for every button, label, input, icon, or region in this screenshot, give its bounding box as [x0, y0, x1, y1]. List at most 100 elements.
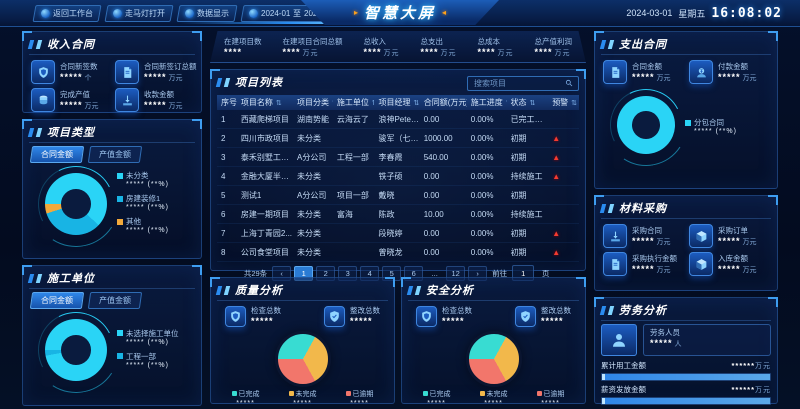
stat-card-unit: 万元 [168, 102, 183, 110]
header-button-2[interactable]: 数据显示 [176, 4, 238, 22]
pie-legend-item: 已逾期 ***** [536, 389, 565, 407]
tab-合同金额[interactable]: 合同金额 [29, 292, 85, 309]
pie-legend-item: 已完成 ***** [231, 389, 260, 407]
pagination-page-6[interactable]: 6 [404, 265, 424, 281]
column-header-1[interactable]: 项目名称 ⇅ [240, 98, 282, 107]
header-button-0[interactable]: 返回工作台 [32, 4, 102, 22]
panel-title-text: 支出合同 [619, 39, 667, 51]
tab-产值金额[interactable]: 产值金额 [87, 146, 143, 163]
panel-title: 项目列表 [215, 74, 283, 92]
top-stat-unit: 万元 [383, 49, 400, 57]
stat-card-value: ***** 万元 [144, 99, 183, 110]
pie-legend-label: 已逾期 [352, 390, 374, 398]
column-header-7[interactable]: 状态 ⇅ [510, 98, 536, 107]
warning-cell: ▲ [548, 248, 579, 257]
tab-产值金额[interactable]: 产值金额 [87, 292, 143, 309]
column-header-2[interactable]: 项目分类 ⇅ [293, 97, 333, 108]
table-row[interactable]: 6 房建一期项目 未分类 富海 陈政 10.00 0.00% 持续施工 [217, 205, 579, 224]
table-row[interactable]: 5 测试1 A分公司 项目一部 戴晓 0.00 0.00% 初期 [217, 186, 579, 205]
column-header-3[interactable]: 施工单位 ⇅ [333, 97, 375, 108]
table-body: 1西藏爬梯项目湖南势能云海云了浪神Peter🔥0.000.00%已完工（质保..… [217, 110, 579, 262]
stat-card-label: 采购订单 [718, 225, 748, 235]
shield-check-icon [515, 305, 536, 327]
table-row[interactable]: 8 公司食堂项目 未分类 曾晓龙 0.00 0.00% 初期 ▲ [217, 243, 579, 262]
panel-safety-analysis: 安全分析 检查总数 ***** 整改总数 ***** 已完成 ***** 未完成 *****… [401, 277, 586, 407]
expense-chart-row: 分包合同 ***** (**%) [597, 76, 771, 174]
analysis-stat-value: ***** [541, 316, 564, 326]
analysis-stat: 整改总数 ***** [515, 305, 571, 328]
column-header-4[interactable]: 项目经理 ⇅ [378, 98, 420, 107]
table-cell: 7 [221, 228, 226, 238]
pagination-prev[interactable]: ‹ [272, 265, 292, 281]
stat-card-text: 采购合同 ***** 万元 [632, 225, 671, 248]
title-bar-icon [607, 203, 615, 213]
stat-card-text: 收款金额 ***** 万元 [144, 89, 183, 112]
header-button-1[interactable]: 走马灯打开 [104, 4, 174, 22]
panel-title: 材料采购 [599, 200, 771, 219]
analysis-stat-text: 整改总数 ***** [541, 305, 571, 328]
legend-value: ***** (**%) [126, 361, 169, 369]
labor-bar-label: 薪资发放金额 [601, 385, 646, 394]
quality-legend: 已完成 ***** 未完成 ***** 已逾期 ***** [217, 389, 388, 407]
table-row[interactable]: 4 金融大厦半院... 未分类 铁子硕 0.00 0.00% 持续施工 ▲ [217, 167, 579, 186]
header-button-label: 返回工作台 [53, 8, 93, 18]
person-icon [601, 324, 637, 356]
donut-chart [45, 319, 107, 381]
column-header-6[interactable]: 施工进度 ⇅ [467, 97, 507, 108]
stat-card-text: 采购执行金额 ***** 万元 [632, 253, 677, 276]
table-cell: 0.00 [423, 247, 440, 257]
table-cell: 房建一期项目 [240, 209, 289, 219]
donut-hole [632, 111, 660, 139]
legend-item: 房建装修1 ***** (**%) [117, 193, 169, 211]
column-header-5[interactable]: 合同额(万元) ⇅ [423, 98, 467, 107]
pagination-goto-unit: 页 [541, 268, 550, 278]
panel-title-text: 项目类型 [47, 127, 95, 139]
analysis-stat-value: ***** [442, 316, 465, 326]
stat-card-text: 付款金额 ***** 万元 [718, 61, 757, 84]
search-input[interactable] [472, 77, 562, 89]
center-column: 在建项目数 **** 在建项目合同总额 **** 万元 总收入 **** 万元 总支出 **** 万… [210, 31, 586, 407]
pie-legend-head: 已完成 [231, 389, 260, 399]
material-cards: 采购合同 ***** 万元 采购订单 ***** 万元 采购执行金额 ***** 万元 入库金额 *… [601, 222, 771, 278]
top-stat-5: 总产值利润 **** 万元 [534, 36, 572, 58]
construction-unit-donut [24, 298, 128, 402]
column-header-8[interactable]: 预警 ⇅ [552, 98, 577, 107]
top-stat-label: 总支出 [420, 36, 443, 46]
construction-unit-legend: 未选择施工单位 ***** (**%) 工程一部 ***** (**%) [117, 328, 179, 369]
table-row[interactable]: 3 泰禾别墅工程... A分公司 工程一部 李春霞 540.00 0.00% 初期 ▲ [217, 148, 579, 167]
table-header-bar: 项目列表 [215, 74, 579, 92]
table-cell: 持续施工 [510, 171, 543, 181]
tab-合同金额[interactable]: 合同金额 [29, 146, 85, 163]
table-cell: 骏军（七夜） [378, 133, 419, 143]
sort-icon: ⇅ [569, 100, 577, 107]
project-type-donut [24, 152, 128, 256]
labor-personnel-card: 劳务人员 ***** 人 [643, 324, 771, 356]
project-search[interactable] [467, 75, 579, 91]
construction-unit-tabs: 合同金额 产值金额 [29, 292, 195, 309]
table-row[interactable]: 7 上海丁青园2... 未分类 段晓婷 0.00 0.00% 初期 ▲ [217, 224, 579, 243]
stat-card-label: 合同新签数 [60, 61, 98, 71]
stat-card-text: 入库金额 ***** 万元 [718, 253, 757, 276]
top-stat-0: 在建项目数 **** [224, 36, 262, 57]
sort-icon: ⇅ [527, 100, 536, 107]
panel-construction-unit: 施工单位 合同金额 产值金额 未选择施工单位 ***** (**%) 工程一部 ****… [22, 265, 202, 406]
stat-card-label: 付款金额 [718, 61, 748, 71]
warning-icon: ▲ [552, 228, 561, 238]
title-bar-icon [27, 39, 35, 49]
table-cell: 0.00 [423, 190, 440, 200]
title-deco-right-icon: ◂ [442, 8, 447, 17]
analysis-row: 质量分析 检查总数 ***** 整改总数 ***** 已完成 ***** 未完成 *****… [210, 277, 586, 407]
table-cell: 浪神Peter🔥 [378, 114, 420, 124]
pie-legend-value: ***** [484, 399, 503, 407]
legend-swatch [117, 353, 123, 359]
title-bar-icon [35, 39, 43, 49]
labor-personnel-unit: 人 [674, 341, 682, 348]
sort-icon: ⇅ [411, 100, 420, 107]
shield-icon [225, 305, 246, 327]
pie-legend-label: 已完成 [238, 390, 260, 398]
donut-chart [617, 96, 675, 154]
date-label: 2024-03-01 [626, 8, 673, 18]
